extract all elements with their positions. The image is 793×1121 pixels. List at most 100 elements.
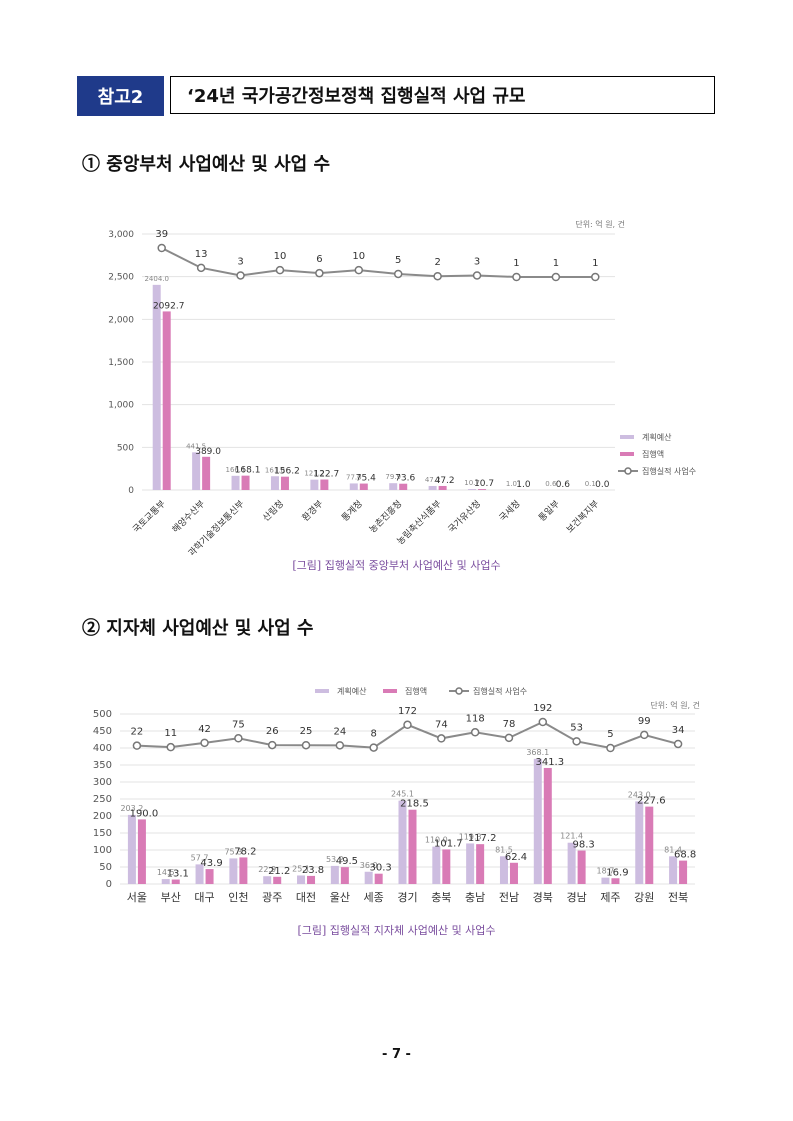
exec-value-label: 227.6 xyxy=(637,796,666,807)
plan-value-label: 79.9 xyxy=(385,473,401,481)
plan-bar xyxy=(195,864,204,884)
y-tick-label: 400 xyxy=(93,743,112,754)
category-label: 해양수산부 xyxy=(170,498,207,535)
exec-value-label: 122.7 xyxy=(313,470,339,480)
plan-value-label: 441.5 xyxy=(186,442,206,450)
legend-plan-swatch xyxy=(620,435,634,439)
plan-value-label: 0.1 xyxy=(585,480,596,488)
exec-value-label: 156.2 xyxy=(274,467,300,477)
count-value-label: 42 xyxy=(198,724,211,735)
y-tick-label: 2,000 xyxy=(108,315,134,325)
unit-label: 단위: 억 원, 건 xyxy=(650,700,700,710)
count-value-label: 24 xyxy=(333,726,346,737)
category-label: 경기 xyxy=(397,891,417,904)
local-government-chart: 0 50 100 150 200 250 300 350 400 450 500 단위: 억 원, 건… xyxy=(93,686,700,904)
category-label: 대전 xyxy=(296,891,316,904)
exec-bar xyxy=(645,806,654,884)
plan-bar xyxy=(192,452,201,490)
y-tick-label: 450 xyxy=(93,726,112,737)
category-label: 부산 xyxy=(161,891,181,904)
legend-exec-swatch xyxy=(620,452,634,456)
plan-bar xyxy=(364,871,373,884)
count-value-label: 78 xyxy=(503,719,516,730)
count-marker xyxy=(369,743,378,752)
count-marker xyxy=(200,738,209,748)
exec-bar xyxy=(359,483,368,490)
plan-value-label: 81.4 xyxy=(664,845,682,854)
category-label: 충남 xyxy=(465,891,485,904)
plan-bar xyxy=(231,475,240,490)
exec-value-label: 0.0 xyxy=(595,480,610,490)
count-value-label: 22 xyxy=(131,727,144,738)
count-marker xyxy=(234,734,243,743)
count-line xyxy=(161,247,596,278)
plan-bar xyxy=(229,858,238,884)
count-marker xyxy=(315,268,324,278)
page-number: - 7 - xyxy=(382,1047,411,1062)
plan-bar xyxy=(270,476,279,490)
y-tick-label: 0 xyxy=(128,486,134,496)
count-marker xyxy=(512,272,521,282)
count-marker xyxy=(275,265,285,275)
legend-label: 집행액 xyxy=(642,449,664,459)
exec-bar xyxy=(543,767,552,884)
count-value-label: 118 xyxy=(466,713,485,724)
exec-value-label: 168.1 xyxy=(235,466,261,476)
exec-value-label: 62.4 xyxy=(505,852,527,863)
count-marker xyxy=(166,742,175,752)
exec-bar xyxy=(408,809,417,884)
count-marker xyxy=(236,271,245,280)
exec-value-label: 2092.7 xyxy=(153,301,185,311)
exec-bar xyxy=(320,479,329,490)
count-marker xyxy=(472,271,482,280)
exec-bar xyxy=(476,844,485,884)
exec-bar xyxy=(374,873,383,884)
count-value-label: 99 xyxy=(638,716,651,727)
count-value-label: 74 xyxy=(435,719,448,730)
category-label: 세종 xyxy=(364,891,384,904)
exec-value-label: 43.9 xyxy=(200,858,222,869)
exec-bar xyxy=(202,456,211,490)
unit-label: 단위: 억 원, 건 xyxy=(575,219,625,229)
exec-value-label: 23.8 xyxy=(302,865,324,876)
count-marker xyxy=(433,271,442,281)
count-marker xyxy=(591,272,600,282)
plan-value-label: 166.1 xyxy=(226,466,246,474)
y-tick-label: 150 xyxy=(93,828,112,839)
exec-bar xyxy=(239,857,248,884)
exec-value-label: 0.6 xyxy=(556,480,571,490)
plan-value-label: 121.2 xyxy=(304,470,324,478)
exec-value-label: 10.7 xyxy=(474,479,494,489)
page-title: ‘24년 국가공간정보정책 집행실적 사업 규모 xyxy=(170,76,715,114)
section1-title: ① 중앙부처 사업예산 및 사업 수 xyxy=(82,154,331,175)
legend-label: 집행실적 사업수 xyxy=(473,686,527,696)
plan-value-label: 161.0 xyxy=(265,466,285,474)
exec-bar xyxy=(137,819,146,884)
count-marker xyxy=(267,740,277,750)
count-marker xyxy=(606,743,615,753)
exec-value-label: 21.2 xyxy=(268,866,290,877)
plan-bar xyxy=(428,485,437,490)
plan-value-label: 0.6 xyxy=(545,480,557,488)
exec-bar xyxy=(438,485,447,490)
category-label: 경북 xyxy=(533,891,553,904)
plan-bar xyxy=(567,842,576,884)
plan-value-label: 47.2 xyxy=(425,476,441,484)
legend-label: 계획예산 xyxy=(337,686,367,696)
exec-value-label: 30.3 xyxy=(370,863,392,874)
y-tick-label: 200 xyxy=(93,811,112,822)
y-tick-label: 500 xyxy=(117,443,134,453)
plan-bar xyxy=(161,879,170,884)
category-label: 농촌진흥청 xyxy=(367,498,405,536)
plan-bar xyxy=(601,877,610,884)
y-tick-label: 50 xyxy=(99,862,112,873)
plan-value-label: 368.1 xyxy=(526,748,549,757)
count-value-label: 3 xyxy=(474,256,480,267)
plan-bar xyxy=(669,856,678,884)
count-value-label: 13 xyxy=(195,249,208,260)
exec-value-label: 98.3 xyxy=(572,840,594,851)
exec-bar xyxy=(611,878,620,884)
reference-tag: 참고2 xyxy=(77,76,164,116)
exec-value-label: 73.6 xyxy=(395,474,415,484)
exec-value-label: 13.1 xyxy=(167,869,189,880)
